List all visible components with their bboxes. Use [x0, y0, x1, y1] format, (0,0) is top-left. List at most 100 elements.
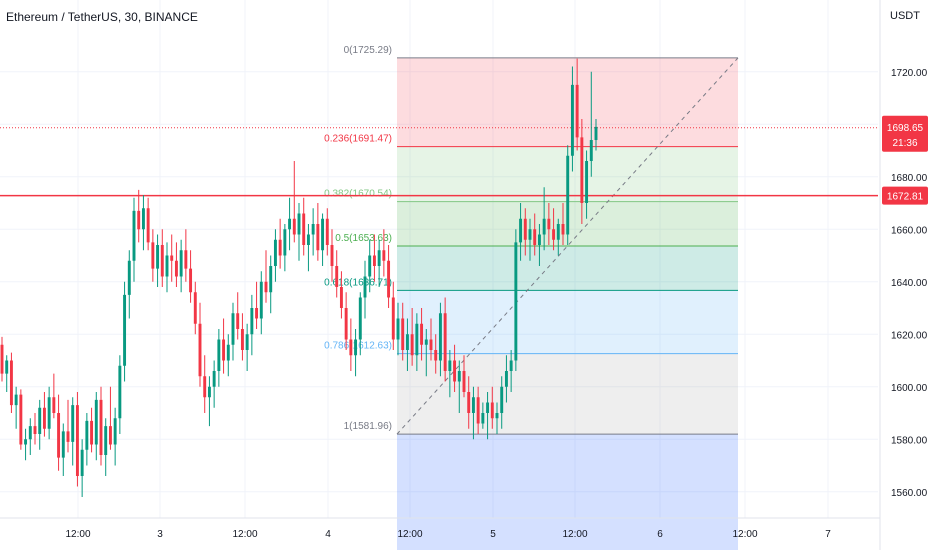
time-axis[interactable]: 12:00 3 12:00 4 12:00 5 12:00 6 12:00 7 [0, 517, 880, 540]
candle-body [354, 339, 358, 356]
candle-body [537, 234, 541, 245]
horizontal-lines[interactable] [0, 127, 878, 197]
candle-body [467, 392, 471, 413]
candle-body [137, 210, 141, 230]
candle-body [589, 140, 593, 161]
candle-body [533, 229, 537, 245]
candle-body [108, 426, 112, 445]
candle-body [481, 413, 485, 424]
candle-body [170, 255, 174, 261]
price-tick-label: 1560.00 [891, 488, 928, 499]
candle-body [123, 294, 127, 366]
candle-body [570, 84, 574, 156]
candle-body [387, 260, 391, 298]
candle-body [52, 397, 56, 413]
candle-body [372, 255, 376, 266]
candle-body [236, 313, 240, 329]
candle-body [556, 224, 560, 240]
candle-body [245, 334, 249, 350]
candle-body [325, 218, 329, 245]
fib-level-labels: 0(1725.29) 0.236(1691.47) 0.382(1670.54) 0.… [324, 45, 392, 432]
candle-body [391, 297, 395, 340]
candle-body [104, 426, 108, 455]
candle-body [222, 339, 226, 361]
candle-body [5, 360, 9, 374]
candle-body [203, 376, 207, 398]
candle-body [160, 245, 164, 277]
candle-body [255, 308, 259, 319]
candle-body [471, 397, 475, 413]
fib-band [397, 353, 738, 435]
fib-fill-bands [397, 57, 738, 550]
candle-body [0, 344, 4, 374]
candle-body [273, 239, 277, 266]
candle-body [212, 371, 216, 387]
candle-body [547, 218, 551, 230]
candle-body [184, 250, 188, 269]
fib-band [397, 290, 738, 354]
candle-body [457, 371, 461, 382]
candle-body [330, 245, 334, 266]
candle-body [321, 218, 325, 251]
candle-body [302, 213, 306, 245]
grid-lines [0, 0, 878, 518]
candle-body [283, 229, 287, 256]
candle-body [462, 371, 466, 392]
current-price-badge [882, 115, 928, 152]
candle-body [316, 224, 320, 251]
hline-price-badge [882, 186, 928, 205]
candle-body [415, 323, 419, 356]
candle-body [193, 292, 197, 324]
candle-body [495, 413, 499, 419]
candle-body [66, 431, 70, 442]
candle-body [311, 224, 315, 235]
time-tick-label: 5 [490, 529, 496, 540]
candle-body [358, 297, 362, 340]
candlestick-series [0, 58, 598, 497]
candle-body [141, 208, 145, 230]
candle-body [500, 386, 504, 413]
candle-body [24, 439, 28, 445]
candle-body [94, 399, 98, 445]
candle-body [288, 218, 292, 230]
fib-level-label: 0.382(1670.54) [324, 189, 392, 200]
fib-level-label: 0.786(1612.63) [324, 341, 392, 352]
candle-body [240, 329, 244, 350]
candle-body [542, 218, 546, 235]
candle-body [38, 407, 42, 434]
fib-level-label: 0(1725.29) [344, 45, 392, 56]
price-axis[interactable]: 1560.00 1580.00 1600.00 1620.00 1640.00 1660.… [879, 0, 928, 550]
time-tick-label: 12:00 [232, 529, 257, 540]
candle-body [217, 339, 221, 371]
candle-body [377, 250, 381, 266]
fib-level-label: 0.618(1636.71) [324, 277, 392, 288]
candle-body [306, 234, 310, 245]
candle-body [396, 318, 400, 340]
candle-body [189, 268, 193, 293]
candle-body [118, 365, 122, 419]
price-tick-label: 1640.00 [891, 278, 928, 289]
price-tick-label: 1680.00 [891, 173, 928, 184]
time-tick-label: 6 [657, 529, 663, 540]
candle-body [113, 418, 117, 445]
candle-body [9, 360, 13, 406]
candle-body [443, 313, 447, 371]
candle-body [580, 137, 584, 203]
price-badges: 1698.65 21:36 1672.81 [882, 115, 928, 205]
currency-label: USDT [890, 10, 920, 22]
fib-band [397, 57, 738, 147]
candle-body [292, 218, 296, 235]
candle-body [476, 397, 480, 424]
candle-body [594, 126, 598, 140]
candle-body [335, 266, 339, 287]
symbol-title: Ethereum / TetherUS, 30, BINANCE [6, 10, 198, 24]
candle-body [33, 426, 37, 434]
candle-body [179, 250, 183, 277]
candle-body [174, 260, 178, 277]
candle-body [405, 334, 409, 350]
candle-body [561, 224, 565, 235]
hline-price-value: 1672.81 [887, 192, 924, 203]
time-tick-label: 12:00 [397, 529, 422, 540]
candle-body [151, 242, 155, 269]
